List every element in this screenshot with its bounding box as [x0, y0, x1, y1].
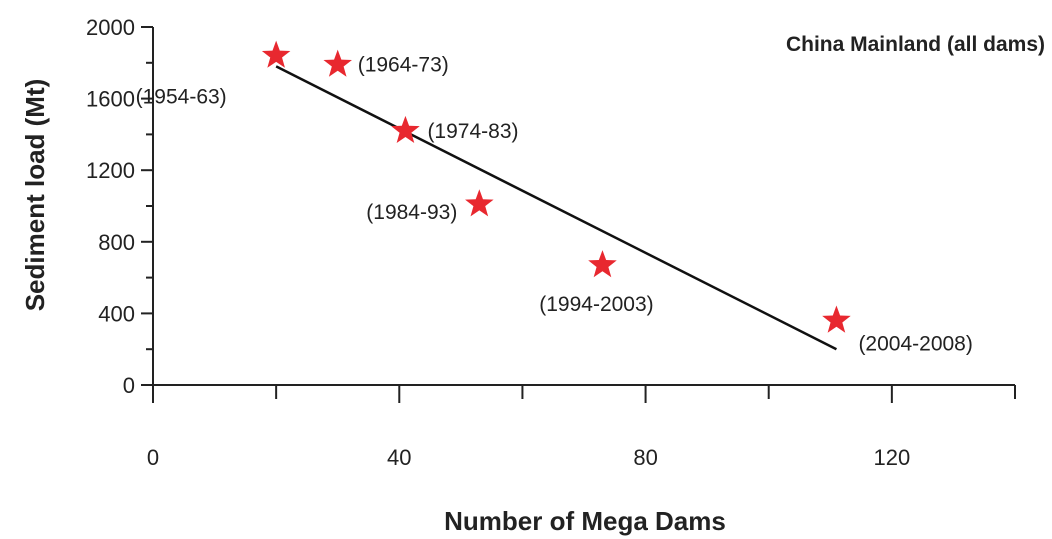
chart-title: China Mainland (all dams) — [786, 33, 1045, 56]
y-tick-label: 1600 — [86, 87, 135, 112]
star-marker — [323, 50, 352, 77]
x-tick-label: 40 — [387, 445, 411, 470]
x-tick-label: 0 — [147, 445, 159, 470]
y-tick-label: 0 — [123, 373, 135, 398]
point-label: (1974-83) — [427, 120, 518, 143]
star-marker — [262, 41, 291, 68]
y-tick-label: 2000 — [86, 15, 135, 40]
data-points: (1954-63) (1964-73) (1974-83) (1984-93) (199… — [136, 41, 973, 356]
axes: 0 400 800 1200 1600 2000 0 40 80 120 — [86, 15, 1015, 470]
star-marker — [465, 189, 494, 216]
point-label: (1954-63) — [136, 86, 227, 109]
y-ticks: 0 400 800 1200 1600 2000 — [86, 15, 153, 398]
x-axis-title: Number of Mega Dams — [444, 506, 726, 536]
star-marker — [391, 116, 420, 143]
y-tick-label: 1200 — [86, 158, 135, 183]
x-tick-label: 80 — [633, 445, 657, 470]
x-ticks: 0 40 80 120 — [147, 385, 1015, 470]
point-label: (1994-2003) — [539, 293, 653, 316]
y-tick-label: 400 — [98, 301, 135, 326]
point-label: (1984-93) — [366, 201, 457, 224]
star-marker — [822, 306, 851, 333]
x-tick-label: 120 — [873, 445, 910, 470]
y-tick-label: 800 — [98, 230, 135, 255]
y-axis-title: Sediment load (Mt) — [20, 79, 50, 312]
star-marker — [588, 250, 617, 277]
point-label: (2004-2008) — [858, 333, 972, 356]
point-label: (1964-73) — [358, 54, 449, 77]
